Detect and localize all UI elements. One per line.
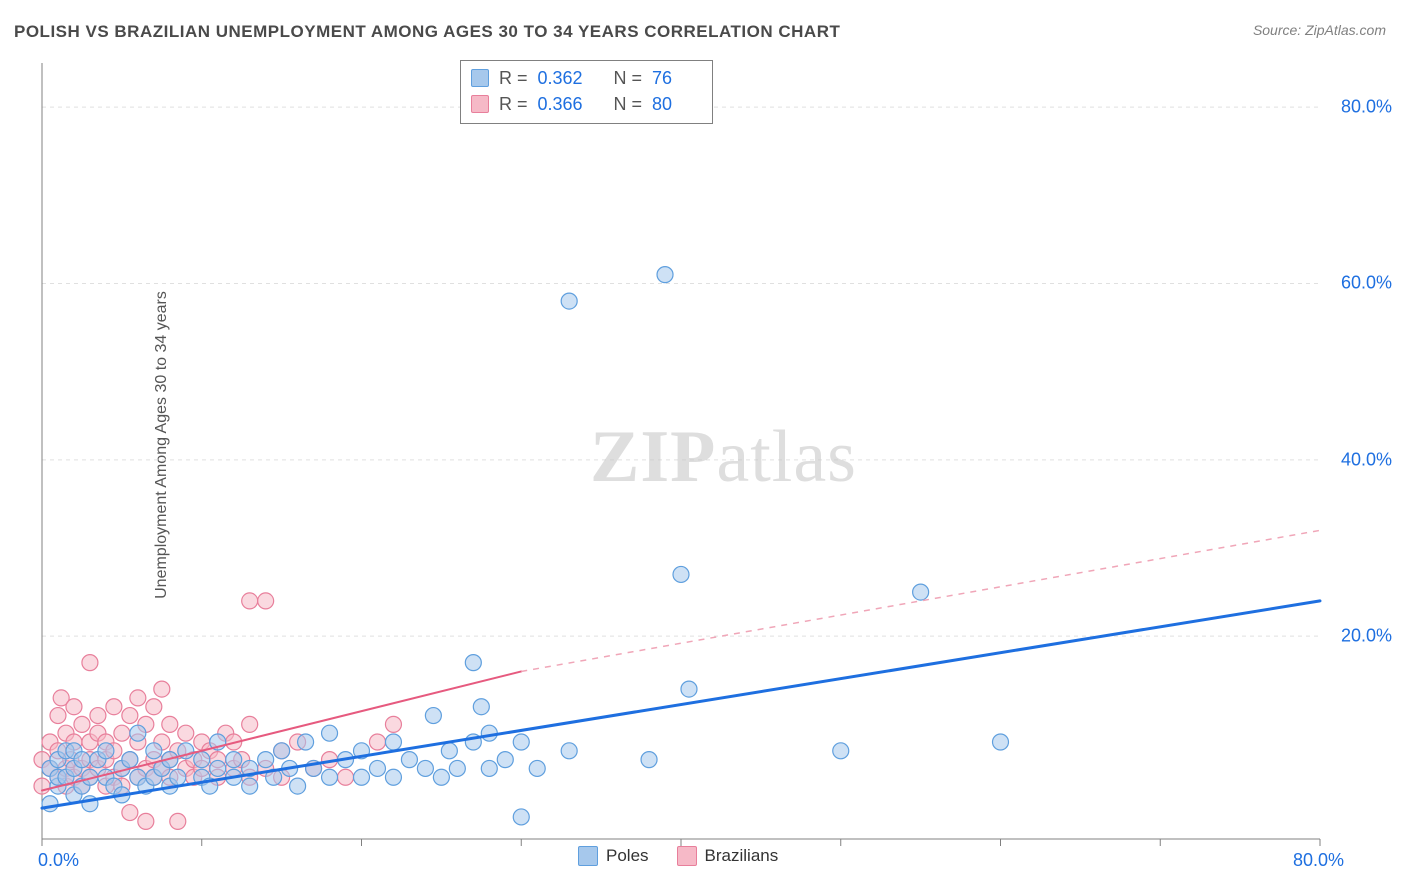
stat-legend-row: R = 0.366 N = 80 <box>471 91 702 117</box>
y-tick-label: 80.0% <box>1341 97 1392 118</box>
legend-label: Brazilians <box>705 846 779 866</box>
stat-n-value: 80 <box>652 91 702 117</box>
stat-legend-row: R = 0.362 N = 76 <box>471 65 702 91</box>
brazilians-swatch <box>677 846 697 866</box>
stat-r-value: 0.362 <box>538 65 588 91</box>
y-tick-label: 40.0% <box>1341 449 1392 470</box>
stat-r-label: R = <box>499 91 528 117</box>
chart-svg <box>14 55 1392 875</box>
y-tick-label: 20.0% <box>1341 626 1392 647</box>
y-tick-label: 60.0% <box>1341 273 1392 294</box>
source-attribution: Source: ZipAtlas.com <box>1253 22 1386 38</box>
stat-r-label: R = <box>499 65 528 91</box>
poles-swatch <box>471 69 489 87</box>
stat-r-value: 0.366 <box>538 91 588 117</box>
stat-n-value: 76 <box>652 65 702 91</box>
poles-swatch <box>578 846 598 866</box>
series-legend: Poles Brazilians <box>578 846 778 866</box>
x-axis-max-label: 80.0% <box>1293 850 1344 871</box>
x-axis-min-label: 0.0% <box>38 850 79 871</box>
legend-label: Poles <box>606 846 649 866</box>
chart-title: POLISH VS BRAZILIAN UNEMPLOYMENT AMONG A… <box>14 22 840 42</box>
statistics-legend: R = 0.362 N = 76 R = 0.366 N = 80 <box>460 60 713 124</box>
legend-item: Poles <box>578 846 649 866</box>
stat-n-label: N = <box>614 91 643 117</box>
chart-container <box>14 55 1392 875</box>
legend-item: Brazilians <box>677 846 779 866</box>
brazilians-swatch <box>471 95 489 113</box>
stat-n-label: N = <box>614 65 643 91</box>
